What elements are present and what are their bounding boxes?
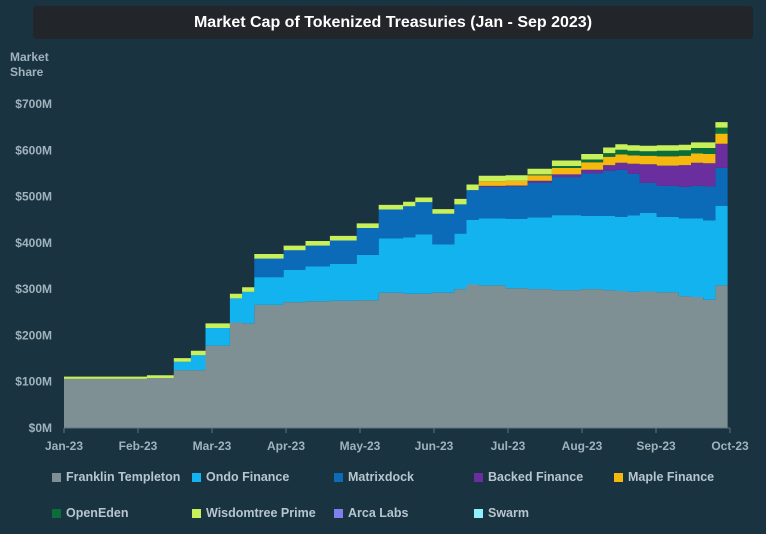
y-tick-label: $100M [15,375,52,389]
legend-label: Matrixdock [348,470,414,484]
y-axis-ticks: $0M $100M $200M $300M $400M $500M $600M $700M [15,97,52,435]
legend-item-matrixdock[interactable]: Matrixdock [334,468,414,486]
legend-swatch [192,508,201,518]
x-tick-label: Aug-23 [562,439,603,453]
area-matrixdock [64,165,728,379]
legend-swatch [474,508,483,518]
area-wisdomtree-prime [64,119,728,379]
legend-item-backed-finance[interactable]: Backed Finance [474,468,583,486]
legend-item-ondo-finance[interactable]: Ondo Finance [192,468,289,486]
x-tick-label: Mar-23 [193,439,232,453]
legend-label: Arca Labs [348,506,409,520]
x-tick-label: Oct-23 [711,439,749,453]
y-tick-label: $300M [15,282,52,296]
x-tick-label: Jul-23 [491,439,526,453]
x-tick-label: Jun-23 [415,439,454,453]
legend-item-arca-labs[interactable]: Arca Labs [334,504,408,522]
y-tick-label: $200M [15,328,52,342]
legend-swatch [614,472,623,482]
area-ondo-finance [64,202,728,379]
y-tick-label: $700M [15,97,52,111]
area-maple-finance [64,131,728,379]
x-axis-ticks: Jan-23 Feb-23 Mar-23 Apr-23 May-23 Jun-23 Jul-… [45,428,749,453]
legend-label: Franklin Templeton [66,470,181,484]
legend-label: Wisdomtree Prime [206,506,316,520]
x-tick-label: Feb-23 [119,439,158,453]
y-tick-label: $600M [15,143,52,157]
legend-swatch [52,472,61,482]
legend-label: Ondo Finance [206,470,290,484]
legend-swatch [52,508,61,518]
legend-swatch [334,472,343,482]
y-tick-label: $500M [15,190,52,204]
legend-swatch [334,508,343,518]
y-tick-label: $400M [15,236,52,250]
legend-item-maple-finance[interactable]: Maple Finance [614,468,714,486]
legend-label: Backed Finance [488,470,584,484]
area-backed-finance [64,142,728,379]
y-tick-label: $0M [29,421,52,435]
legend-swatch [192,472,201,482]
x-tick-label: May-23 [340,439,381,453]
legend-label: Swarm [488,506,529,520]
x-tick-label: Jan-23 [45,439,83,453]
chart-legend: Franklin Templeton Ondo Finance Matrixdock… [52,468,762,528]
x-tick-label: Apr-23 [267,439,305,453]
area-series-group [64,119,728,428]
chart-title-bar: Market Cap of Tokenized Treasuries (Jan … [33,6,753,39]
legend-item-wisdomtree-prime[interactable]: Wisdomtree Prime [192,504,316,522]
area-franklin-templeton [64,284,728,428]
y-axis-label: Market Share [10,50,49,79]
legend-label: Maple Finance [628,470,715,484]
chart-title: Market Cap of Tokenized Treasuries (Jan … [193,13,593,31]
legend-swatch [474,472,483,482]
legend-item-swarm[interactable]: Swarm [474,504,529,522]
legend-label: OpenEden [66,506,129,520]
legend-item-franklin-templeton[interactable]: Franklin Templeton [52,468,180,486]
x-tick-label: Sep-23 [636,439,676,453]
legend-item-openeden[interactable]: OpenEden [52,504,129,522]
